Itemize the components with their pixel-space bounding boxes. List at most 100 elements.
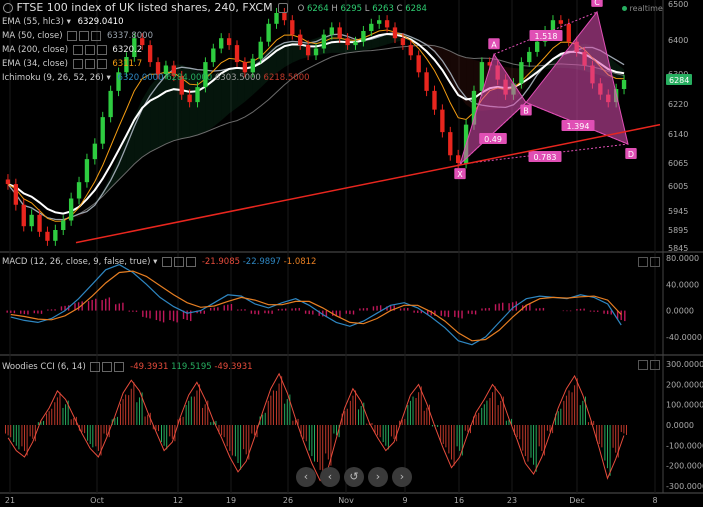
candle-body <box>353 41 358 46</box>
candle-body <box>132 38 137 57</box>
panel-up-icon[interactable] <box>638 257 648 267</box>
cloud-segment <box>442 47 451 80</box>
macd-tick-label: 80.0000 <box>666 254 699 263</box>
candle-body <box>471 90 477 125</box>
close-icon[interactable] <box>114 361 125 372</box>
candle-body <box>147 45 153 63</box>
legend-ema34-value: 6311.7 <box>112 59 143 69</box>
candle-body <box>250 58 255 73</box>
close-icon[interactable] <box>96 44 107 55</box>
candle-body <box>527 51 532 63</box>
legend-macd[interactable]: MACD (12, 26, close, 9, false, true) ▾ -… <box>2 256 317 267</box>
reset-button[interactable]: ↺ <box>344 467 364 487</box>
zoom-out-button[interactable]: ‹ <box>320 467 340 487</box>
ohlc-readout: O 6264 H 6295 L 6263 C 6284 <box>298 4 427 14</box>
time-tick-label: Dec <box>569 496 584 505</box>
legend-macd-label: MACD (12, 26, close, 9, false, true) <box>2 257 151 267</box>
candle-body <box>92 143 98 160</box>
candle-body <box>448 132 453 156</box>
visibility-icon[interactable] <box>72 58 83 69</box>
price-tick-label: 6005 <box>668 182 688 191</box>
candle-body <box>155 62 161 74</box>
cloud-segment <box>237 67 245 108</box>
candle-body <box>179 75 184 95</box>
pattern-point-label: A <box>491 40 497 49</box>
harmonic-pattern[interactable]: X A B C D 0.49 1.518 1.394 0.783 <box>454 0 637 180</box>
candle-body <box>424 72 429 91</box>
candle-body <box>408 45 413 56</box>
candle-body <box>61 220 66 230</box>
support-trendline[interactable] <box>75 123 661 244</box>
ohlc-close-value: 6284 <box>405 4 427 14</box>
pattern-point-label-bg <box>488 38 500 50</box>
candle-body <box>219 38 224 49</box>
cci-panel[interactable]: 300.0000 200.0000 100.0000 0.0000 -100.0000 -… <box>5 360 703 491</box>
current-price-badge: 6284 <box>666 74 692 85</box>
chart-header: FTSE 100 index of UK listed shares, 240,… <box>3 1 427 14</box>
pattern-point-label: X <box>457 170 463 179</box>
close-icon[interactable] <box>96 58 107 69</box>
panel-up-icon[interactable] <box>638 360 648 370</box>
candle-body <box>108 90 113 118</box>
cci-line <box>7 372 625 482</box>
legend-ma50[interactable]: MA (50, close) 6337.8000 <box>2 30 153 42</box>
candle-body <box>13 184 19 205</box>
candle-body <box>68 198 74 221</box>
candle-body <box>361 31 366 42</box>
close-icon[interactable] <box>91 30 102 41</box>
zoom-in-button[interactable]: › <box>368 467 388 487</box>
visibility-icon[interactable] <box>162 256 173 267</box>
visibility-icon[interactable] <box>67 30 78 41</box>
price-tick-label: 6065 <box>668 159 688 168</box>
cloud-segment <box>221 68 230 121</box>
visibility-icon[interactable] <box>72 44 83 55</box>
candle-body <box>116 72 121 91</box>
chart-title: FTSE 100 index of UK listed shares, 240,… <box>16 1 273 14</box>
settings-icon[interactable] <box>102 361 113 372</box>
pattern-ratio-label-bg <box>479 133 507 144</box>
visibility-icon[interactable] <box>90 361 101 372</box>
candle-body <box>305 45 311 56</box>
pattern-point-label-bg <box>454 168 466 180</box>
candle-body <box>84 159 90 183</box>
settings-icon[interactable] <box>278 3 289 13</box>
candle-body <box>274 13 279 24</box>
settings-icon[interactable] <box>79 30 90 41</box>
pattern-point-label-bg <box>591 0 603 7</box>
legend-ema55[interactable]: EMA (55, hlc3) ▾ 6329.0410 <box>2 17 124 27</box>
settings-icon[interactable] <box>84 44 95 55</box>
settings-icon[interactable] <box>174 256 185 267</box>
legend-ma200[interactable]: MA (200, close) 6320.2 <box>2 44 142 56</box>
candle-body <box>203 62 208 88</box>
legend-ichimoku[interactable]: Ichimoku (9, 26, 52, 26) ▾ 6320.0000 628… <box>2 73 310 83</box>
cloud-segment <box>284 41 293 68</box>
cloud-segment <box>158 68 166 148</box>
candle-body <box>519 62 524 84</box>
candle-body <box>550 20 556 31</box>
realtime-dot-icon <box>622 6 627 11</box>
legend-ema34[interactable]: EMA (34, close) 6311.7 <box>2 58 142 70</box>
pattern-ratio-label-bg <box>528 151 562 162</box>
symbol-icon[interactable] <box>3 3 13 13</box>
pattern-ratio-label: 1.518 <box>535 32 558 41</box>
price-tick-label: 5845 <box>668 244 688 253</box>
cloud-segment <box>150 76 159 152</box>
time-tick-label: 16 <box>454 496 464 505</box>
panel-maximize-icon[interactable] <box>650 257 660 267</box>
scroll-left-button[interactable]: ‹ <box>296 467 316 487</box>
panel-maximize-icon[interactable] <box>650 360 660 370</box>
settings-icon[interactable] <box>84 58 95 69</box>
time-tick-label: 21 <box>5 496 15 505</box>
legend-cci[interactable]: Woodies CCI (6, 14) -49.3931 119.5195 -4… <box>2 361 253 373</box>
close-icon[interactable] <box>186 256 197 267</box>
time-tick-label: 19 <box>226 496 236 505</box>
scroll-right-button[interactable]: › <box>392 467 412 487</box>
candle-body <box>298 34 303 46</box>
cloud-segment <box>268 45 277 81</box>
candle-body <box>621 80 627 89</box>
candle-body <box>558 20 564 24</box>
macd-panel[interactable]: 80.0000 40.0000 0.0000 -40.0000 <box>6 254 702 346</box>
candle-body <box>45 231 50 241</box>
